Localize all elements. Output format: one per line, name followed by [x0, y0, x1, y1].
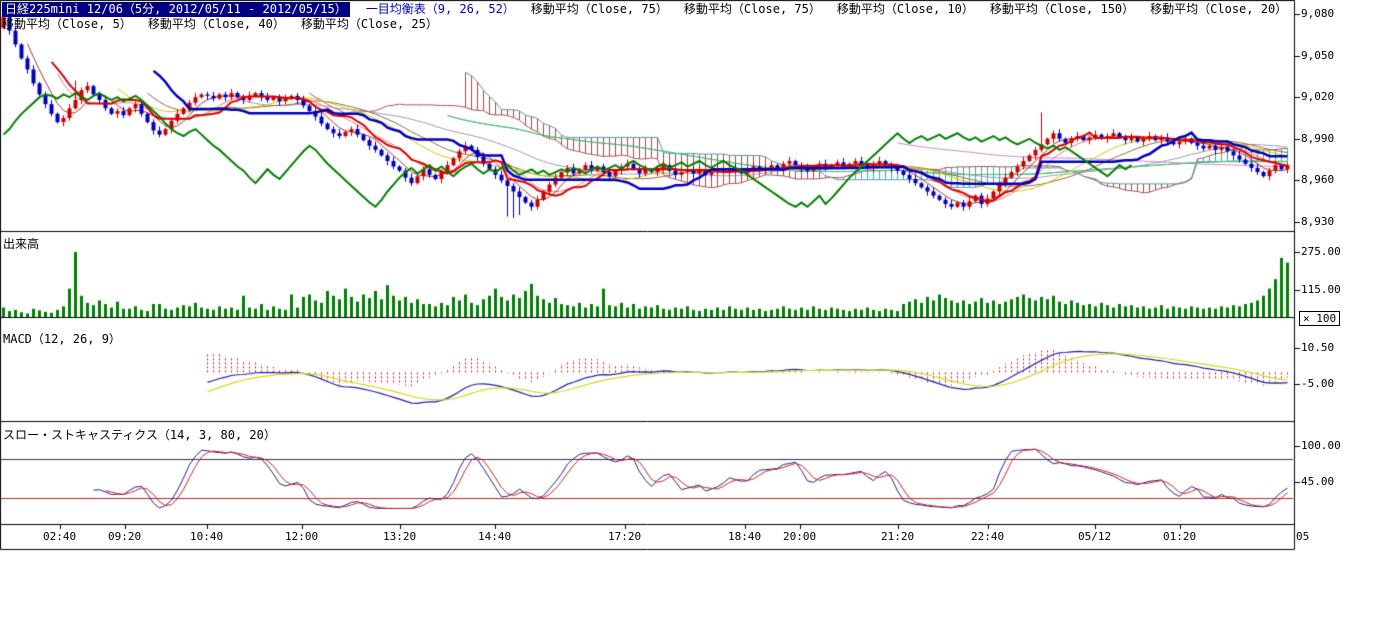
indicator-label-ma75[interactable]: 移動平均（Close, 75） [530, 2, 668, 16]
volume-multiplier-badge: × 100 [1299, 311, 1341, 326]
time-label: 17:20 [608, 530, 642, 543]
time-label: 21:20 [881, 530, 915, 543]
indicator-header-row1: 日経225mini 12/06（5分, 2012/05/11 - 2012/05… [2, 2, 1287, 17]
indicator-label-ma5[interactable]: 移動平均（Close, 5） [2, 17, 132, 31]
chart-canvas[interactable] [0, 0, 1376, 557]
macd-panel-label[interactable]: MACD（12, 26, 9） [3, 332, 121, 346]
time-label: 02:40 [43, 530, 77, 543]
volume-axis-label: 275.00 [1301, 245, 1341, 258]
stochastics-panel-label[interactable]: スロー・ストキャスティクス（14, 3, 80, 20） [3, 428, 276, 442]
time-label: 05 [1296, 530, 1310, 543]
indicator-label-ichimoku[interactable]: 一目均衡表（9, 26, 52） [365, 2, 515, 16]
indicator-label-ma150[interactable]: 移動平均（Close, 150） [989, 2, 1135, 16]
price-axis-label: 9,050 [1301, 48, 1335, 62]
time-label: 12:00 [285, 530, 319, 543]
indicator-header-row2: 移動平均（Close, 5） 移動平均（Close, 40） 移動平均（Clos… [2, 17, 1287, 32]
price-axis-label: 8,960 [1301, 173, 1335, 187]
indicator-label-ma25[interactable]: 移動平均（Close, 25） [300, 17, 438, 31]
stoch-axis-label: 45.00 [1301, 475, 1335, 488]
time-label: 01:20 [1163, 530, 1197, 543]
time-label: 14:40 [478, 530, 512, 543]
time-label: 13:20 [383, 530, 417, 543]
price-axis-label: 9,020 [1301, 90, 1335, 104]
indicator-label-ma75-2[interactable]: 移動平均（Close, 75） [683, 2, 821, 16]
time-label: 18:40 [728, 530, 762, 543]
time-label: 22:40 [971, 530, 1005, 543]
stoch-axis-label: 100.00 [1301, 439, 1341, 452]
price-axis-label: 8,990 [1301, 131, 1335, 145]
indicator-label-ma20[interactable]: 移動平均（Close, 20） [1150, 2, 1288, 16]
time-label: 09:20 [108, 530, 142, 543]
indicator-header: 日経225mini 12/06（5分, 2012/05/11 - 2012/05… [2, 2, 1287, 32]
volume-axis-label: 115.00 [1301, 282, 1341, 296]
time-label: 05/12 [1078, 530, 1112, 543]
time-label: 10:40 [190, 530, 224, 543]
macd-axis-label: 10.50 [1301, 341, 1335, 354]
indicator-label-ma10[interactable]: 移動平均（Close, 10） [836, 2, 974, 16]
volume-panel-label[interactable]: 出来高 [3, 237, 40, 251]
instrument-title[interactable]: 日経225mini 12/06（5分, 2012/05/11 - 2012/05… [2, 2, 350, 17]
price-axis-label: 9,080 [1301, 7, 1335, 20]
price-axis-label: 8,930 [1301, 215, 1335, 228]
time-label: 20:00 [783, 530, 817, 543]
indicator-label-ma40[interactable]: 移動平均（Close, 40） [147, 17, 285, 31]
macd-axis-label: -5.00 [1301, 377, 1335, 391]
